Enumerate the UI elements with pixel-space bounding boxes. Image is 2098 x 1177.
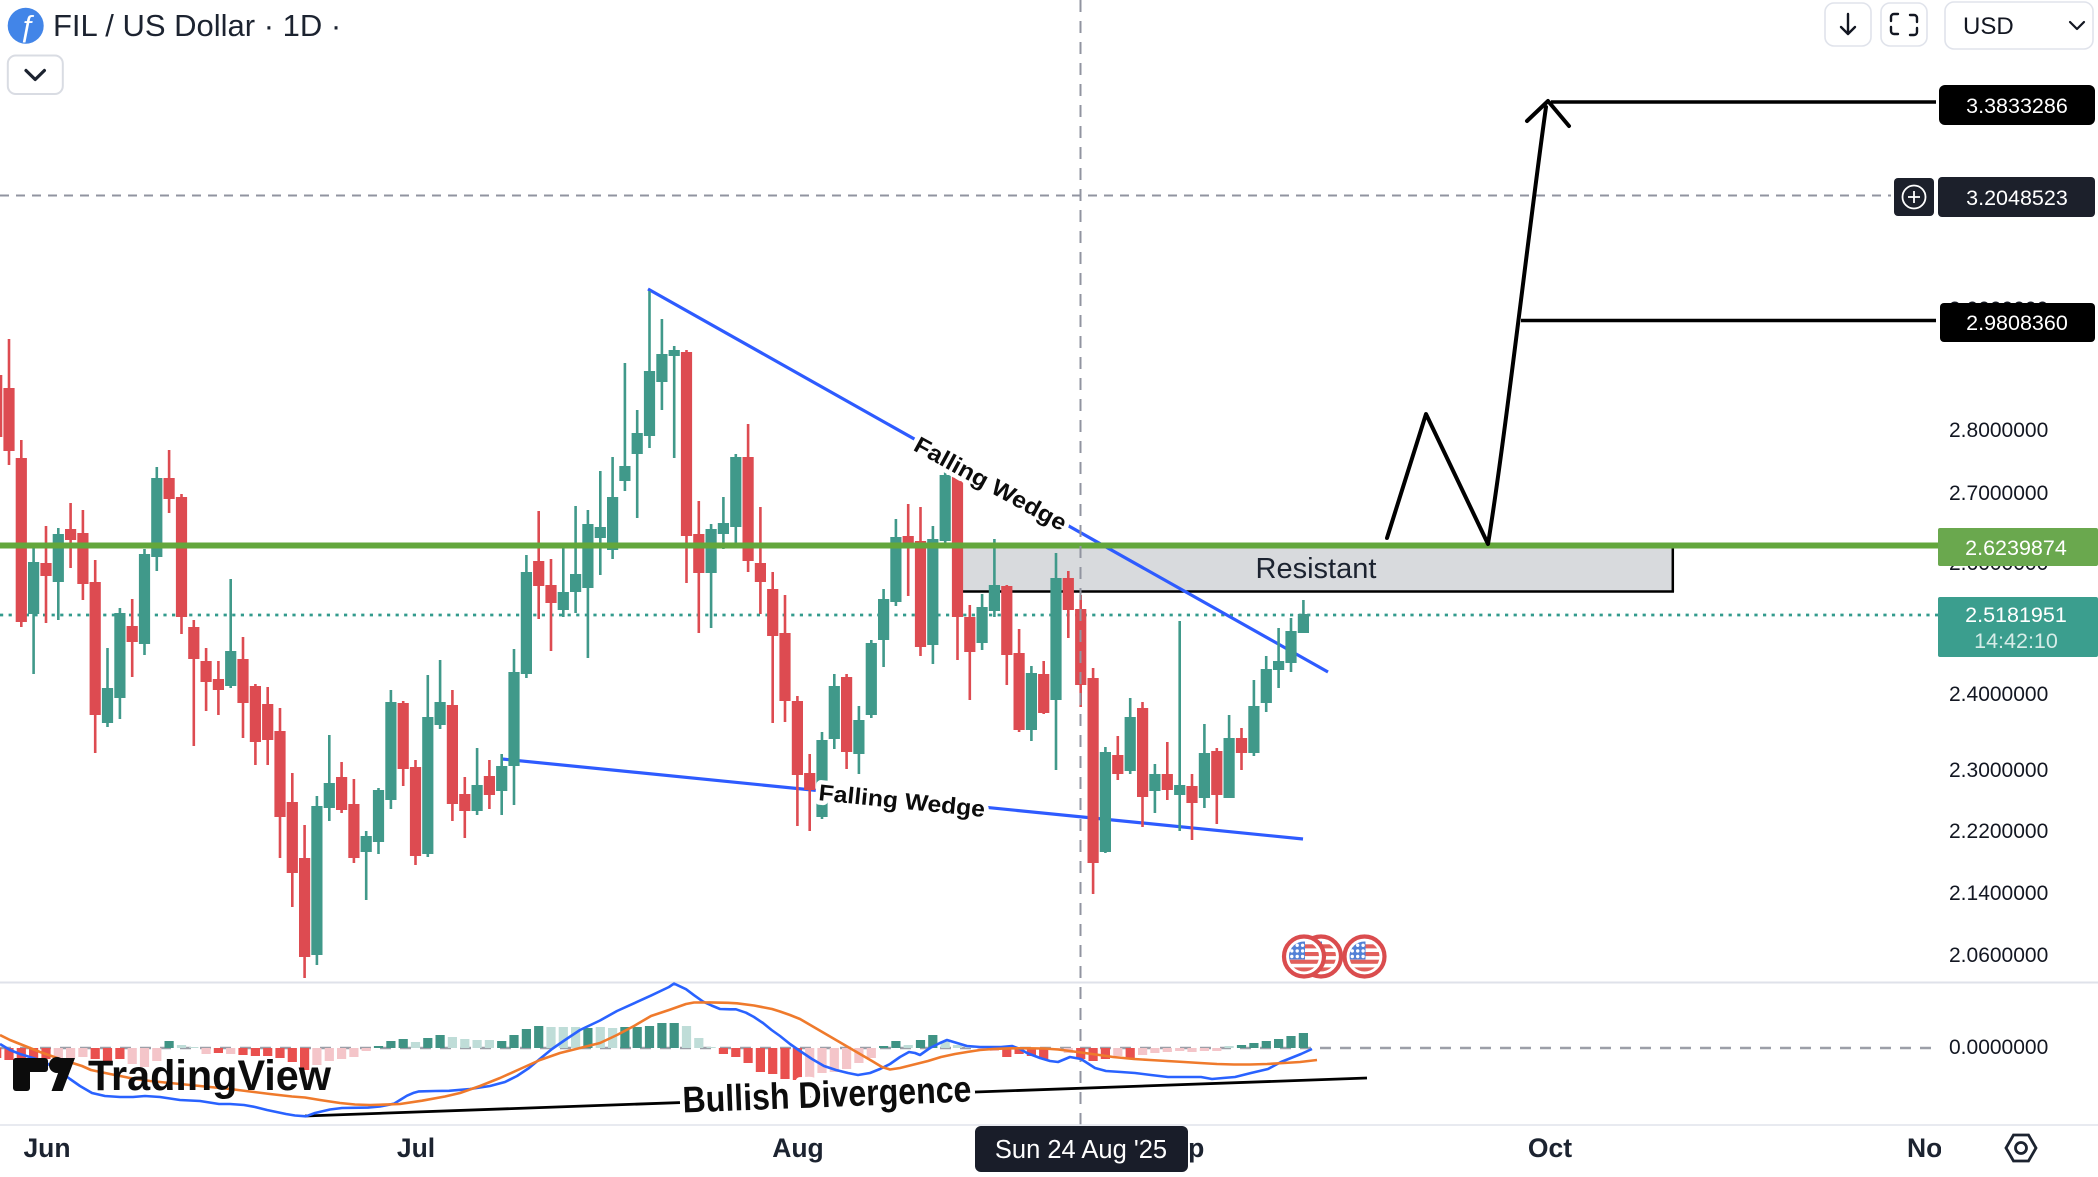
svg-text:3.2048523: 3.2048523 (1966, 186, 2068, 210)
svg-text:2.7000000: 2.7000000 (1949, 482, 2048, 505)
svg-text:Jul: Jul (397, 1133, 435, 1163)
svg-text:14:42:10: 14:42:10 (1974, 629, 2058, 653)
svg-text:Resistant: Resistant (1256, 553, 1377, 585)
svg-text:0.0000000: 0.0000000 (1949, 1036, 2048, 1059)
svg-text:2.0600000: 2.0600000 (1949, 944, 2048, 967)
svg-text:TradingView: TradingView (88, 1052, 332, 1100)
svg-text:2.9808360: 2.9808360 (1966, 311, 2068, 335)
svg-text:2.8000000: 2.8000000 (1949, 419, 2048, 442)
svg-text:2.5181951: 2.5181951 (1965, 603, 2067, 627)
svg-text:ƒ: ƒ (19, 10, 36, 43)
svg-text:Oct: Oct (1528, 1133, 1572, 1163)
svg-text:2.4000000: 2.4000000 (1949, 683, 2048, 706)
svg-text:2.1400000: 2.1400000 (1949, 882, 2048, 905)
svg-text:Aug: Aug (772, 1133, 824, 1163)
svg-text:USD: USD (1963, 13, 2014, 40)
svg-text:Sun 24 Aug '25: Sun 24 Aug '25 (995, 1136, 1167, 1164)
svg-text:2.6239874: 2.6239874 (1965, 536, 2067, 560)
svg-text:2.2200000: 2.2200000 (1949, 820, 2048, 843)
svg-text:2.3000000: 2.3000000 (1949, 759, 2048, 782)
svg-text:FIL / US Dollar · 1D ·: FIL / US Dollar · 1D · (53, 8, 341, 43)
svg-text:Jun: Jun (23, 1133, 70, 1163)
svg-text:3.3833286: 3.3833286 (1966, 94, 2068, 118)
svg-text:Nov: Nov (1907, 1133, 1957, 1163)
